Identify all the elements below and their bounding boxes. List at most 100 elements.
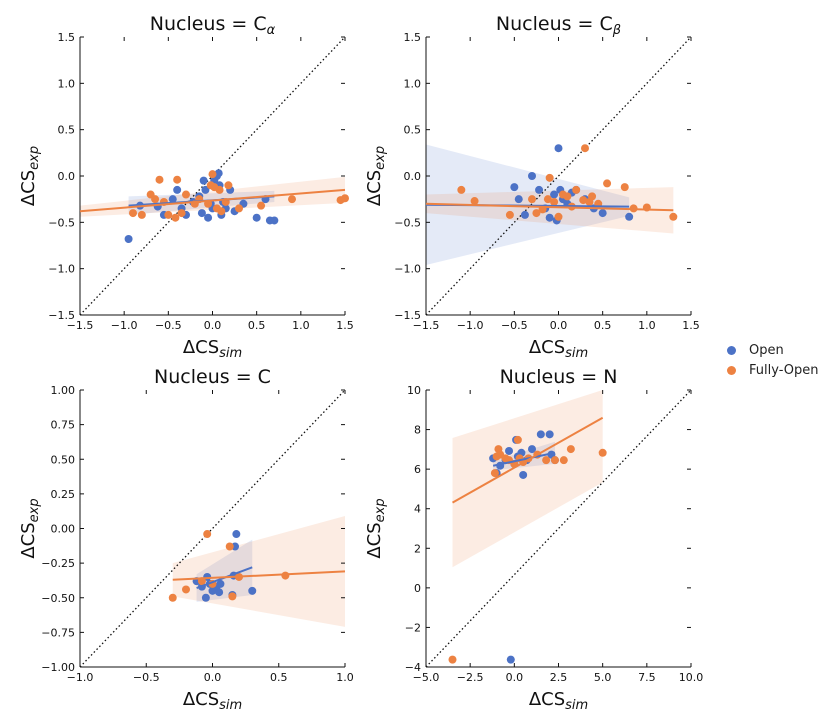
legend-label-fully-open: Fully-Open — [749, 362, 819, 378]
x-tick-label: 2.5 — [550, 671, 568, 684]
point-open — [506, 655, 515, 664]
point-fully-open — [208, 170, 217, 179]
x-tick-label: 1.5 — [682, 319, 700, 332]
point-open — [520, 210, 529, 219]
confidence-band-open — [128, 190, 275, 215]
point-open — [204, 213, 213, 222]
point-fully-open — [228, 592, 237, 601]
y-tick-label: 0.5 — [404, 124, 422, 137]
point-fully-open — [470, 197, 479, 206]
point-fully-open — [129, 209, 137, 218]
point-fully-open — [173, 175, 182, 184]
x-tick-label: −0.5 — [501, 319, 528, 332]
panel-2: −1.5 −1.0 −0.5 0.0 0.5 1.0 1.5 −1.5 −1.0 −0.5 0.0 0… — [364, 13, 700, 361]
y-tick-label: −4 — [405, 661, 421, 674]
y-tick-label: −0.25 — [41, 557, 75, 570]
point-open — [168, 195, 177, 204]
point-fully-open — [155, 175, 164, 184]
y-tick-label: −1.0 — [394, 263, 421, 276]
confidence-band-fully-open — [172, 516, 345, 627]
point-fully-open — [137, 210, 146, 219]
point-fully-open — [543, 195, 552, 204]
y-tick-label: −0.50 — [41, 592, 75, 605]
x-axis-label: ΔCSsim — [529, 337, 588, 361]
point-fully-open — [177, 209, 186, 218]
x-tick-label: −1.0 — [111, 319, 138, 332]
y-tick-label: 6 — [414, 463, 421, 476]
x-tick-label: −1.5 — [413, 319, 440, 332]
x-axis-label: ΔCSsim — [183, 689, 242, 713]
fit-line-fully-open — [172, 570, 346, 581]
point-open — [514, 195, 523, 204]
fit-line-open — [492, 451, 556, 467]
x-tick-label: 5.0 — [594, 671, 612, 684]
y-tick-label: −0.5 — [394, 216, 421, 229]
y-tick-label: 0.25 — [51, 488, 76, 501]
y-tick-label: 0.0 — [404, 170, 422, 183]
legend-marker-open — [727, 345, 736, 355]
x-tick-label: 1.0 — [336, 671, 354, 684]
x-tick-label: 0.0 — [204, 319, 222, 332]
point-open — [536, 430, 545, 439]
y-tick-label: 0.00 — [51, 523, 76, 536]
panel-3: −1.0 −0.5 0.0 0.5 1.0 −1.00 −0.75 −0.50 −0.25 0.0… — [18, 366, 354, 713]
y-axis-label: ΔCSexp — [364, 146, 388, 206]
point-fully-open — [182, 585, 190, 594]
y-tick-label: −1.5 — [48, 309, 75, 322]
legend-item-fully-open: Fully-Open — [722, 360, 834, 380]
point-fully-open — [171, 213, 180, 222]
point-fully-open — [490, 469, 499, 478]
panel-title: Nucleus = C — [154, 366, 271, 388]
fit-line-fully-open — [425, 202, 674, 212]
x-tick-label: 0.5 — [594, 319, 612, 332]
y-tick-label: 0.0 — [58, 170, 76, 183]
y-axis-label: ΔCSexp — [18, 146, 42, 206]
point-fully-open — [288, 195, 296, 204]
y-tick-label: 0.5 — [58, 124, 76, 137]
y-tick-label: 0 — [414, 582, 421, 595]
panel-4: −5.0 −2.5 0.0 2.5 5.0 7.5 10.0 −4 −2 0 2 4 6 8 10 Nucle… — [364, 366, 703, 713]
confidence-band-fully-open — [426, 187, 674, 234]
point-fully-open — [235, 204, 243, 213]
fit-line-fully-open — [452, 416, 604, 504]
point-fully-open — [598, 448, 607, 457]
point-fully-open — [572, 185, 581, 194]
point-fully-open — [281, 571, 290, 580]
point-fully-open — [217, 207, 226, 216]
x-tick-label: 0.0 — [550, 319, 568, 332]
y-tick-label: 8 — [414, 424, 421, 437]
point-open — [519, 470, 528, 479]
point-fully-open — [528, 195, 536, 204]
y-axis-label: ΔCSexp — [364, 498, 388, 558]
y-tick-label: 1.0 — [404, 77, 422, 90]
x-tick-label: 0.0 — [204, 671, 222, 684]
panel-title: Nucleus = Cα — [150, 13, 276, 38]
legend-marker-fully-open — [727, 365, 736, 375]
point-open — [252, 213, 261, 222]
y-tick-label: 0.75 — [51, 419, 76, 432]
x-tick-label: −5.0 — [413, 671, 440, 684]
point-open — [124, 235, 133, 244]
point-fully-open — [542, 456, 551, 465]
point-fully-open — [457, 185, 466, 194]
point-open — [199, 176, 208, 185]
point-fully-open — [151, 195, 160, 204]
point-fully-open — [620, 183, 629, 192]
point-open — [248, 586, 257, 595]
point-open — [510, 183, 519, 192]
x-tick-label: −2.5 — [457, 671, 484, 684]
y-tick-label: −1.0 — [48, 263, 75, 276]
point-fully-open — [566, 445, 575, 454]
x-tick-label: 0.5 — [248, 319, 266, 332]
point-open — [535, 185, 544, 194]
point-fully-open — [550, 456, 559, 465]
point-fully-open — [505, 210, 514, 219]
point-fully-open — [224, 181, 233, 190]
point-fully-open — [588, 192, 597, 201]
x-tick-label: 1.5 — [336, 319, 354, 332]
x-tick-label: 0.5 — [270, 671, 288, 684]
point-open — [216, 579, 225, 588]
point-fully-open — [182, 190, 190, 199]
point-fully-open — [579, 196, 588, 205]
